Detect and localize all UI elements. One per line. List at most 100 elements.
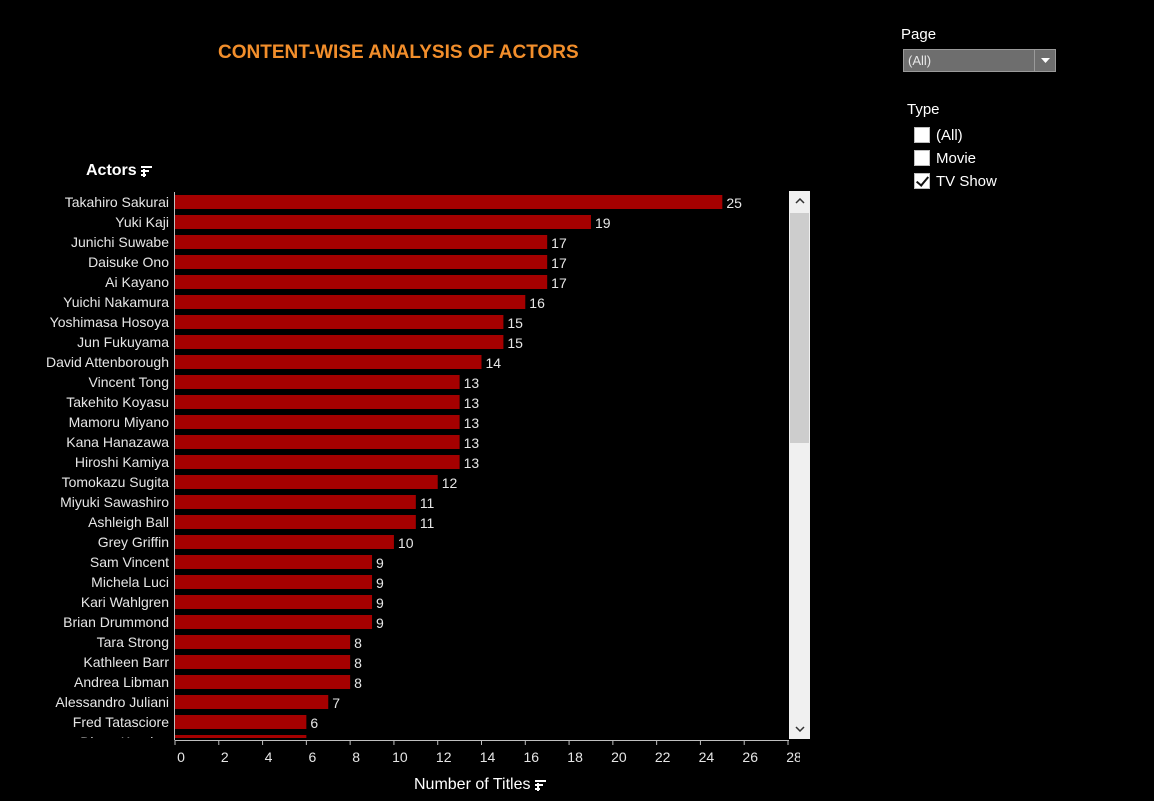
checkbox[interactable] — [914, 127, 930, 143]
y-tick-label: David Attenborough — [46, 354, 169, 370]
x-tick-label: 2 — [221, 749, 229, 765]
chart-scrollbar[interactable] — [789, 191, 810, 739]
bar[interactable] — [175, 235, 548, 249]
data-label: 13 — [464, 375, 480, 391]
bar[interactable] — [175, 335, 504, 349]
bar[interactable] — [175, 395, 460, 409]
y-tick-label: Miyuki Sawashiro — [60, 494, 169, 510]
y-tick-label: Kana Hanazawa — [66, 434, 169, 450]
data-label: 19 — [595, 215, 611, 231]
bar[interactable] — [175, 215, 591, 229]
bar[interactable] — [175, 435, 460, 449]
x-tick-label: 10 — [392, 749, 408, 765]
checkbox[interactable] — [914, 173, 930, 189]
data-label: 6 — [310, 735, 318, 751]
data-label: 8 — [354, 635, 362, 651]
sort-descending-icon[interactable] — [535, 779, 547, 791]
bar[interactable] — [175, 735, 307, 749]
type-option-label: TV Show — [936, 172, 997, 190]
x-tick-label: 20 — [611, 749, 627, 765]
sort-descending-icon[interactable] — [140, 165, 152, 177]
y-tick-label: Takehito Koyasu — [66, 394, 169, 410]
data-label: 6 — [310, 715, 318, 731]
bar[interactable] — [175, 635, 351, 649]
data-label: 25 — [726, 195, 742, 211]
y-tick-label: Yuki Kaji — [115, 214, 169, 230]
bar[interactable] — [175, 375, 460, 389]
dropdown-arrow[interactable] — [1035, 50, 1055, 71]
scroll-up-button[interactable] — [789, 191, 810, 211]
bar[interactable] — [175, 695, 329, 709]
page-filter-label: Page — [901, 26, 937, 43]
x-tick-label: 12 — [436, 749, 452, 765]
x-axis-title[interactable]: Number of Titles — [414, 776, 547, 794]
y-tick-label: Vincent Tong — [89, 374, 169, 390]
data-label: 17 — [551, 255, 567, 271]
x-tick-label: 0 — [177, 749, 185, 765]
x-tick-label: 4 — [265, 749, 273, 765]
y-tick-label: Ashleigh Ball — [88, 514, 169, 530]
bar[interactable] — [175, 255, 548, 269]
bar[interactable] — [175, 715, 307, 729]
data-label: 9 — [376, 555, 384, 571]
bar[interactable] — [175, 675, 351, 689]
x-tick-label: 6 — [308, 749, 316, 765]
data-label: 11 — [420, 495, 435, 511]
y-tick-label: Junichi Suwabe — [71, 234, 169, 250]
bar[interactable] — [175, 415, 460, 429]
bars-group: Takahiro Sakurai 25 Yuki Kaji 19 Junichi Suw… — [46, 194, 742, 751]
chart-title: CONTENT-WISE ANALYSIS OF ACTORS — [218, 42, 579, 63]
y-tick-label: Tomokazu Sugita — [62, 474, 170, 490]
bar[interactable] — [175, 355, 482, 369]
data-label: 16 — [529, 295, 545, 311]
data-label: 15 — [507, 315, 523, 331]
y-tick-label: Michela Luci — [91, 574, 169, 590]
bar[interactable] — [175, 455, 460, 469]
page-filter-value: (All) — [904, 50, 1035, 71]
y-tick-label: Takahiro Sakurai — [65, 194, 169, 210]
bar[interactable] — [175, 475, 438, 489]
bar[interactable] — [175, 615, 373, 629]
data-label: 13 — [464, 395, 480, 411]
bar[interactable] — [175, 595, 373, 609]
type-option-all[interactable]: (All) — [914, 125, 963, 145]
bar[interactable] — [175, 535, 394, 549]
bar[interactable] — [175, 575, 373, 589]
x-tick-label: 24 — [699, 749, 715, 765]
y-tick-label: Mamoru Miyano — [69, 414, 170, 430]
x-tick-label: 26 — [742, 749, 758, 765]
type-option-label: (All) — [936, 126, 963, 144]
data-label: 7 — [332, 695, 340, 711]
type-option-tv-show[interactable]: TV Show — [914, 171, 997, 191]
data-label: 13 — [464, 435, 480, 451]
x-tick-label: 16 — [523, 749, 539, 765]
scroll-thumb[interactable] — [790, 213, 809, 443]
chevron-down-icon — [1040, 58, 1050, 63]
x-tick-label: 8 — [352, 749, 360, 765]
chevron-up-icon — [794, 198, 805, 204]
page-filter-dropdown[interactable]: (All) — [903, 49, 1056, 72]
y-tick-label: Yuichi Nakamura — [63, 294, 169, 310]
type-option-label: Movie — [936, 149, 977, 167]
type-option-movie[interactable]: Movie — [914, 148, 976, 168]
data-label: 8 — [354, 675, 362, 691]
bar[interactable] — [175, 515, 416, 529]
y-tick-label: Fred Tatasciore — [73, 714, 169, 730]
bar[interactable] — [175, 655, 351, 669]
bar[interactable] — [175, 295, 526, 309]
bar[interactable] — [175, 195, 723, 209]
y-axis-title-text: Actors — [86, 162, 137, 179]
x-tick-label: 14 — [480, 749, 496, 765]
bar[interactable] — [175, 495, 416, 509]
type-filter-label: Type — [907, 101, 940, 118]
y-tick-label: Alessandro Juliani — [55, 694, 169, 710]
y-axis-title[interactable]: Actors — [86, 162, 152, 180]
bar[interactable] — [175, 275, 548, 289]
x-tick-label: 22 — [655, 749, 671, 765]
scroll-down-button[interactable] — [789, 719, 810, 739]
chevron-down-icon — [794, 726, 805, 732]
data-label: 13 — [464, 415, 480, 431]
checkbox[interactable] — [914, 150, 930, 166]
bar[interactable] — [175, 555, 373, 569]
bar[interactable] — [175, 315, 504, 329]
